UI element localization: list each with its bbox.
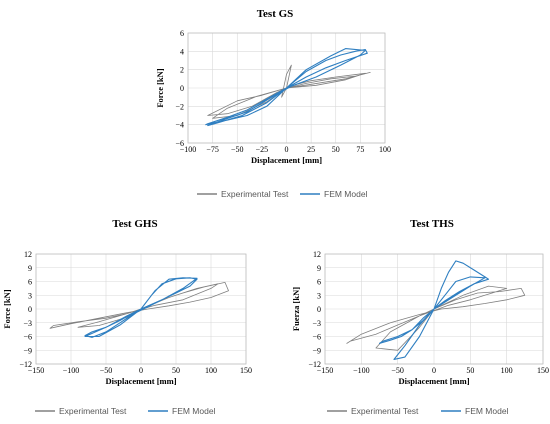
- x-axis-label: Displacement [mm]: [398, 376, 469, 386]
- series-line-experimental: [207, 64, 371, 119]
- legend-label: Experimental Test: [221, 189, 289, 199]
- legend-label: FEM Model: [324, 189, 368, 199]
- y-tick-label: −3: [23, 319, 32, 328]
- y-tick-label: −6: [312, 333, 321, 342]
- y-tick-label: 0: [28, 305, 32, 314]
- y-tick-label: 3: [317, 291, 321, 300]
- series-line-experimental: [346, 285, 526, 351]
- y-axis-label: Force [kN]: [2, 289, 12, 328]
- y-tick-label: 3: [28, 291, 32, 300]
- x-tick-label: 50: [332, 145, 340, 154]
- y-tick-label: 0: [317, 305, 321, 314]
- y-tick-label: −12: [308, 360, 321, 369]
- series-line-fem: [378, 260, 490, 360]
- x-tick-label: 150: [240, 366, 252, 375]
- y-axis-label: Force [kN]: [155, 68, 165, 107]
- y-tick-label: 2: [180, 66, 184, 75]
- x-tick-label: 150: [537, 366, 549, 375]
- x-tick-label: −100: [63, 366, 80, 375]
- chart-title: Test THS: [410, 218, 454, 230]
- x-tick-label: 0: [285, 145, 289, 154]
- y-tick-label: −4: [175, 121, 184, 130]
- x-axis-label: Displacement [mm]: [251, 155, 322, 165]
- y-tick-label: −6: [175, 139, 184, 148]
- y-tick-label: 0: [180, 84, 184, 93]
- y-tick-label: 12: [313, 250, 321, 259]
- x-tick-label: −100: [353, 366, 370, 375]
- x-tick-label: 25: [307, 145, 315, 154]
- chart-2: Test THS −150 −100 −50 0 50 100 150 12 9 6 3 0 −3 −6 −9…: [291, 218, 549, 416]
- y-tick-label: 12: [24, 250, 32, 259]
- x-tick-label: 100: [501, 366, 513, 375]
- x-tick-label: −50: [391, 366, 404, 375]
- y-tick-label: −9: [23, 346, 32, 355]
- chart-title: Test GS: [257, 8, 294, 20]
- chart-0: Test GS −100 −75 −50 −25 0 25 50 75 100 6 4 2 0 −2 −4 −6…: [155, 8, 391, 199]
- y-tick-label: 9: [28, 264, 32, 273]
- chart-title: Test GHS: [112, 218, 157, 230]
- series-line-experimental: [49, 281, 229, 329]
- x-tick-label: −150: [317, 366, 334, 375]
- x-tick-label: 0: [139, 366, 143, 375]
- y-tick-label: −2: [175, 102, 184, 111]
- x-tick-label: 50: [172, 366, 180, 375]
- legend-label: FEM Model: [172, 406, 216, 416]
- x-tick-label: 0: [432, 366, 436, 375]
- x-tick-label: −100: [180, 145, 197, 154]
- y-tick-label: −9: [312, 346, 321, 355]
- legend-label: Experimental Test: [59, 406, 127, 416]
- x-tick-label: −50: [231, 145, 244, 154]
- y-tick-label: 6: [317, 278, 321, 287]
- x-tick-label: −75: [206, 145, 219, 154]
- series-line-fem: [205, 48, 368, 127]
- x-tick-label: −150: [28, 366, 45, 375]
- chart-1: Test GHS −150 −100 −50 0 50 100 150 12 9 6 3 0 −3 −6 −9…: [2, 218, 252, 416]
- x-tick-label: 100: [205, 366, 217, 375]
- plot-frame: [187, 32, 386, 144]
- y-tick-label: −6: [23, 333, 32, 342]
- y-axis-label: Fuerza [kN]: [291, 287, 301, 331]
- y-tick-label: 4: [180, 47, 184, 56]
- y-tick-label: −12: [19, 360, 32, 369]
- plot-frame: [324, 253, 544, 365]
- y-tick-label: 9: [317, 264, 321, 273]
- y-tick-label: 6: [28, 278, 32, 287]
- plot-frame: [35, 253, 247, 365]
- legend-label: FEM Model: [465, 406, 509, 416]
- x-tick-label: −50: [100, 366, 113, 375]
- legend-label: Experimental Test: [351, 406, 419, 416]
- x-tick-label: 50: [466, 366, 474, 375]
- x-tick-label: −25: [256, 145, 269, 154]
- y-tick-label: −3: [312, 319, 321, 328]
- x-tick-label: 75: [356, 145, 364, 154]
- x-tick-label: 100: [379, 145, 391, 154]
- series-line-fem: [84, 277, 198, 338]
- y-tick-label: 6: [180, 29, 184, 38]
- x-axis-label: Displacement [mm]: [105, 376, 176, 386]
